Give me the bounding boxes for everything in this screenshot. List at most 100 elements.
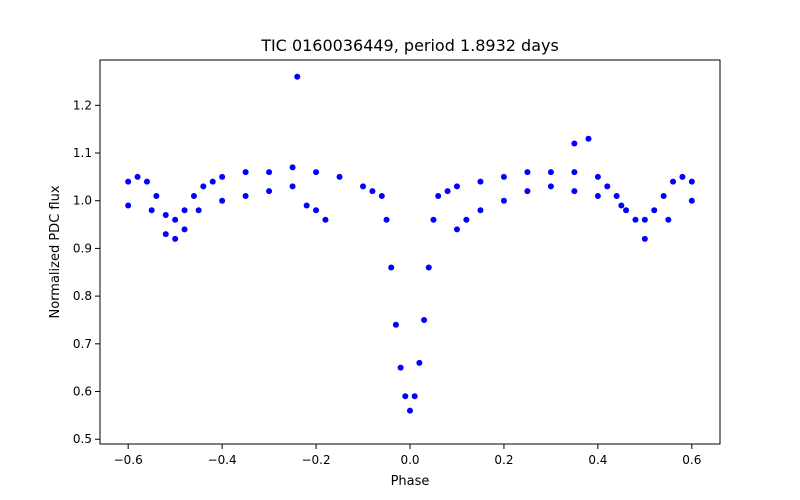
data-point (453, 226, 460, 233)
data-point (547, 183, 554, 190)
data-point (125, 202, 132, 209)
data-point (181, 226, 188, 233)
chart-title: TIC 0160036449, period 1.8932 days (260, 36, 559, 55)
data-point (148, 207, 155, 214)
data-point (219, 173, 226, 180)
data-point (322, 216, 329, 223)
data-point (500, 173, 507, 180)
data-point (289, 183, 296, 190)
y-tick-label: 1.0 (73, 194, 92, 208)
data-point (651, 207, 658, 214)
data-point (242, 169, 249, 176)
plot-frame (99, 59, 721, 445)
data-point (143, 178, 150, 185)
x-tick-label: 0.6 (682, 453, 701, 467)
data-point (665, 216, 672, 223)
data-point (397, 364, 404, 371)
data-point (679, 173, 686, 180)
x-tick-label: 0.0 (400, 453, 419, 467)
data-point (303, 202, 310, 209)
data-point (336, 173, 343, 180)
data-point (378, 192, 385, 199)
data-point (435, 192, 442, 199)
x-tick-label: −0.6 (114, 453, 143, 467)
data-point (172, 235, 179, 242)
data-point (360, 183, 367, 190)
data-point (430, 216, 437, 223)
data-point (134, 173, 141, 180)
data-point (632, 216, 639, 223)
data-point (369, 188, 376, 195)
data-point (444, 188, 451, 195)
plot-area: −0.6 −0.4 −0.2 0.0 0.2 0.4 0.6 0.5 0.6 0.7 0.8 0.9… (73, 59, 721, 467)
y-tick-label: 1.2 (73, 98, 92, 112)
data-point (195, 207, 202, 214)
x-axis-label: Phase (391, 474, 430, 489)
data-point (219, 197, 226, 204)
data-point (453, 183, 460, 190)
data-point (463, 216, 470, 223)
data-point (594, 173, 601, 180)
data-point (388, 264, 395, 271)
data-point (209, 178, 216, 185)
data-point (641, 216, 648, 223)
data-point (289, 164, 296, 171)
y-tick-label: 0.8 (73, 289, 92, 303)
data-point (524, 188, 531, 195)
y-tick-label: 1.1 (73, 146, 92, 160)
data-point (181, 207, 188, 214)
data-points-layer (125, 73, 695, 414)
data-point (688, 178, 695, 185)
data-point (162, 231, 169, 238)
data-point (524, 169, 531, 176)
x-axis: −0.6 −0.4 −0.2 0.0 0.2 0.4 0.6 (114, 444, 701, 467)
data-point (242, 192, 249, 199)
data-point (383, 216, 390, 223)
data-point (313, 169, 320, 176)
data-point (172, 216, 179, 223)
y-tick-label: 0.9 (73, 241, 92, 255)
data-point (421, 316, 428, 323)
data-point (294, 73, 301, 80)
data-point (571, 188, 578, 195)
data-point (153, 192, 160, 199)
data-point (500, 197, 507, 204)
data-point (688, 197, 695, 204)
data-point (613, 192, 620, 199)
data-point (670, 178, 677, 185)
data-point (641, 235, 648, 242)
data-point (402, 393, 409, 400)
y-axis-label: Normalized PDC flux (48, 185, 63, 318)
y-axis: 0.5 0.6 0.7 0.8 0.9 1.0 1.1 1.2 (73, 98, 100, 446)
data-point (604, 183, 611, 190)
data-point (411, 393, 418, 400)
y-tick-label: 0.7 (73, 337, 92, 351)
data-point (571, 140, 578, 147)
data-point (585, 135, 592, 142)
data-point (594, 192, 601, 199)
data-point (618, 202, 625, 209)
data-point (392, 321, 399, 328)
data-point (162, 212, 169, 219)
data-point (407, 407, 413, 414)
data-point (660, 192, 667, 199)
data-point (200, 183, 207, 190)
data-point (313, 207, 320, 214)
x-tick-label: −0.4 (208, 453, 237, 467)
data-point (425, 264, 432, 271)
data-point (125, 178, 132, 185)
data-point (547, 169, 554, 176)
data-point (266, 188, 273, 195)
data-point (190, 192, 197, 199)
data-point (623, 207, 630, 214)
data-point (571, 169, 578, 176)
data-point (477, 178, 484, 185)
x-tick-label: −0.2 (301, 453, 330, 467)
data-point (266, 169, 273, 176)
y-tick-label: 0.6 (73, 385, 92, 399)
y-tick-label: 0.5 (73, 432, 92, 446)
data-point (416, 359, 423, 366)
x-tick-label: 0.4 (588, 453, 607, 467)
